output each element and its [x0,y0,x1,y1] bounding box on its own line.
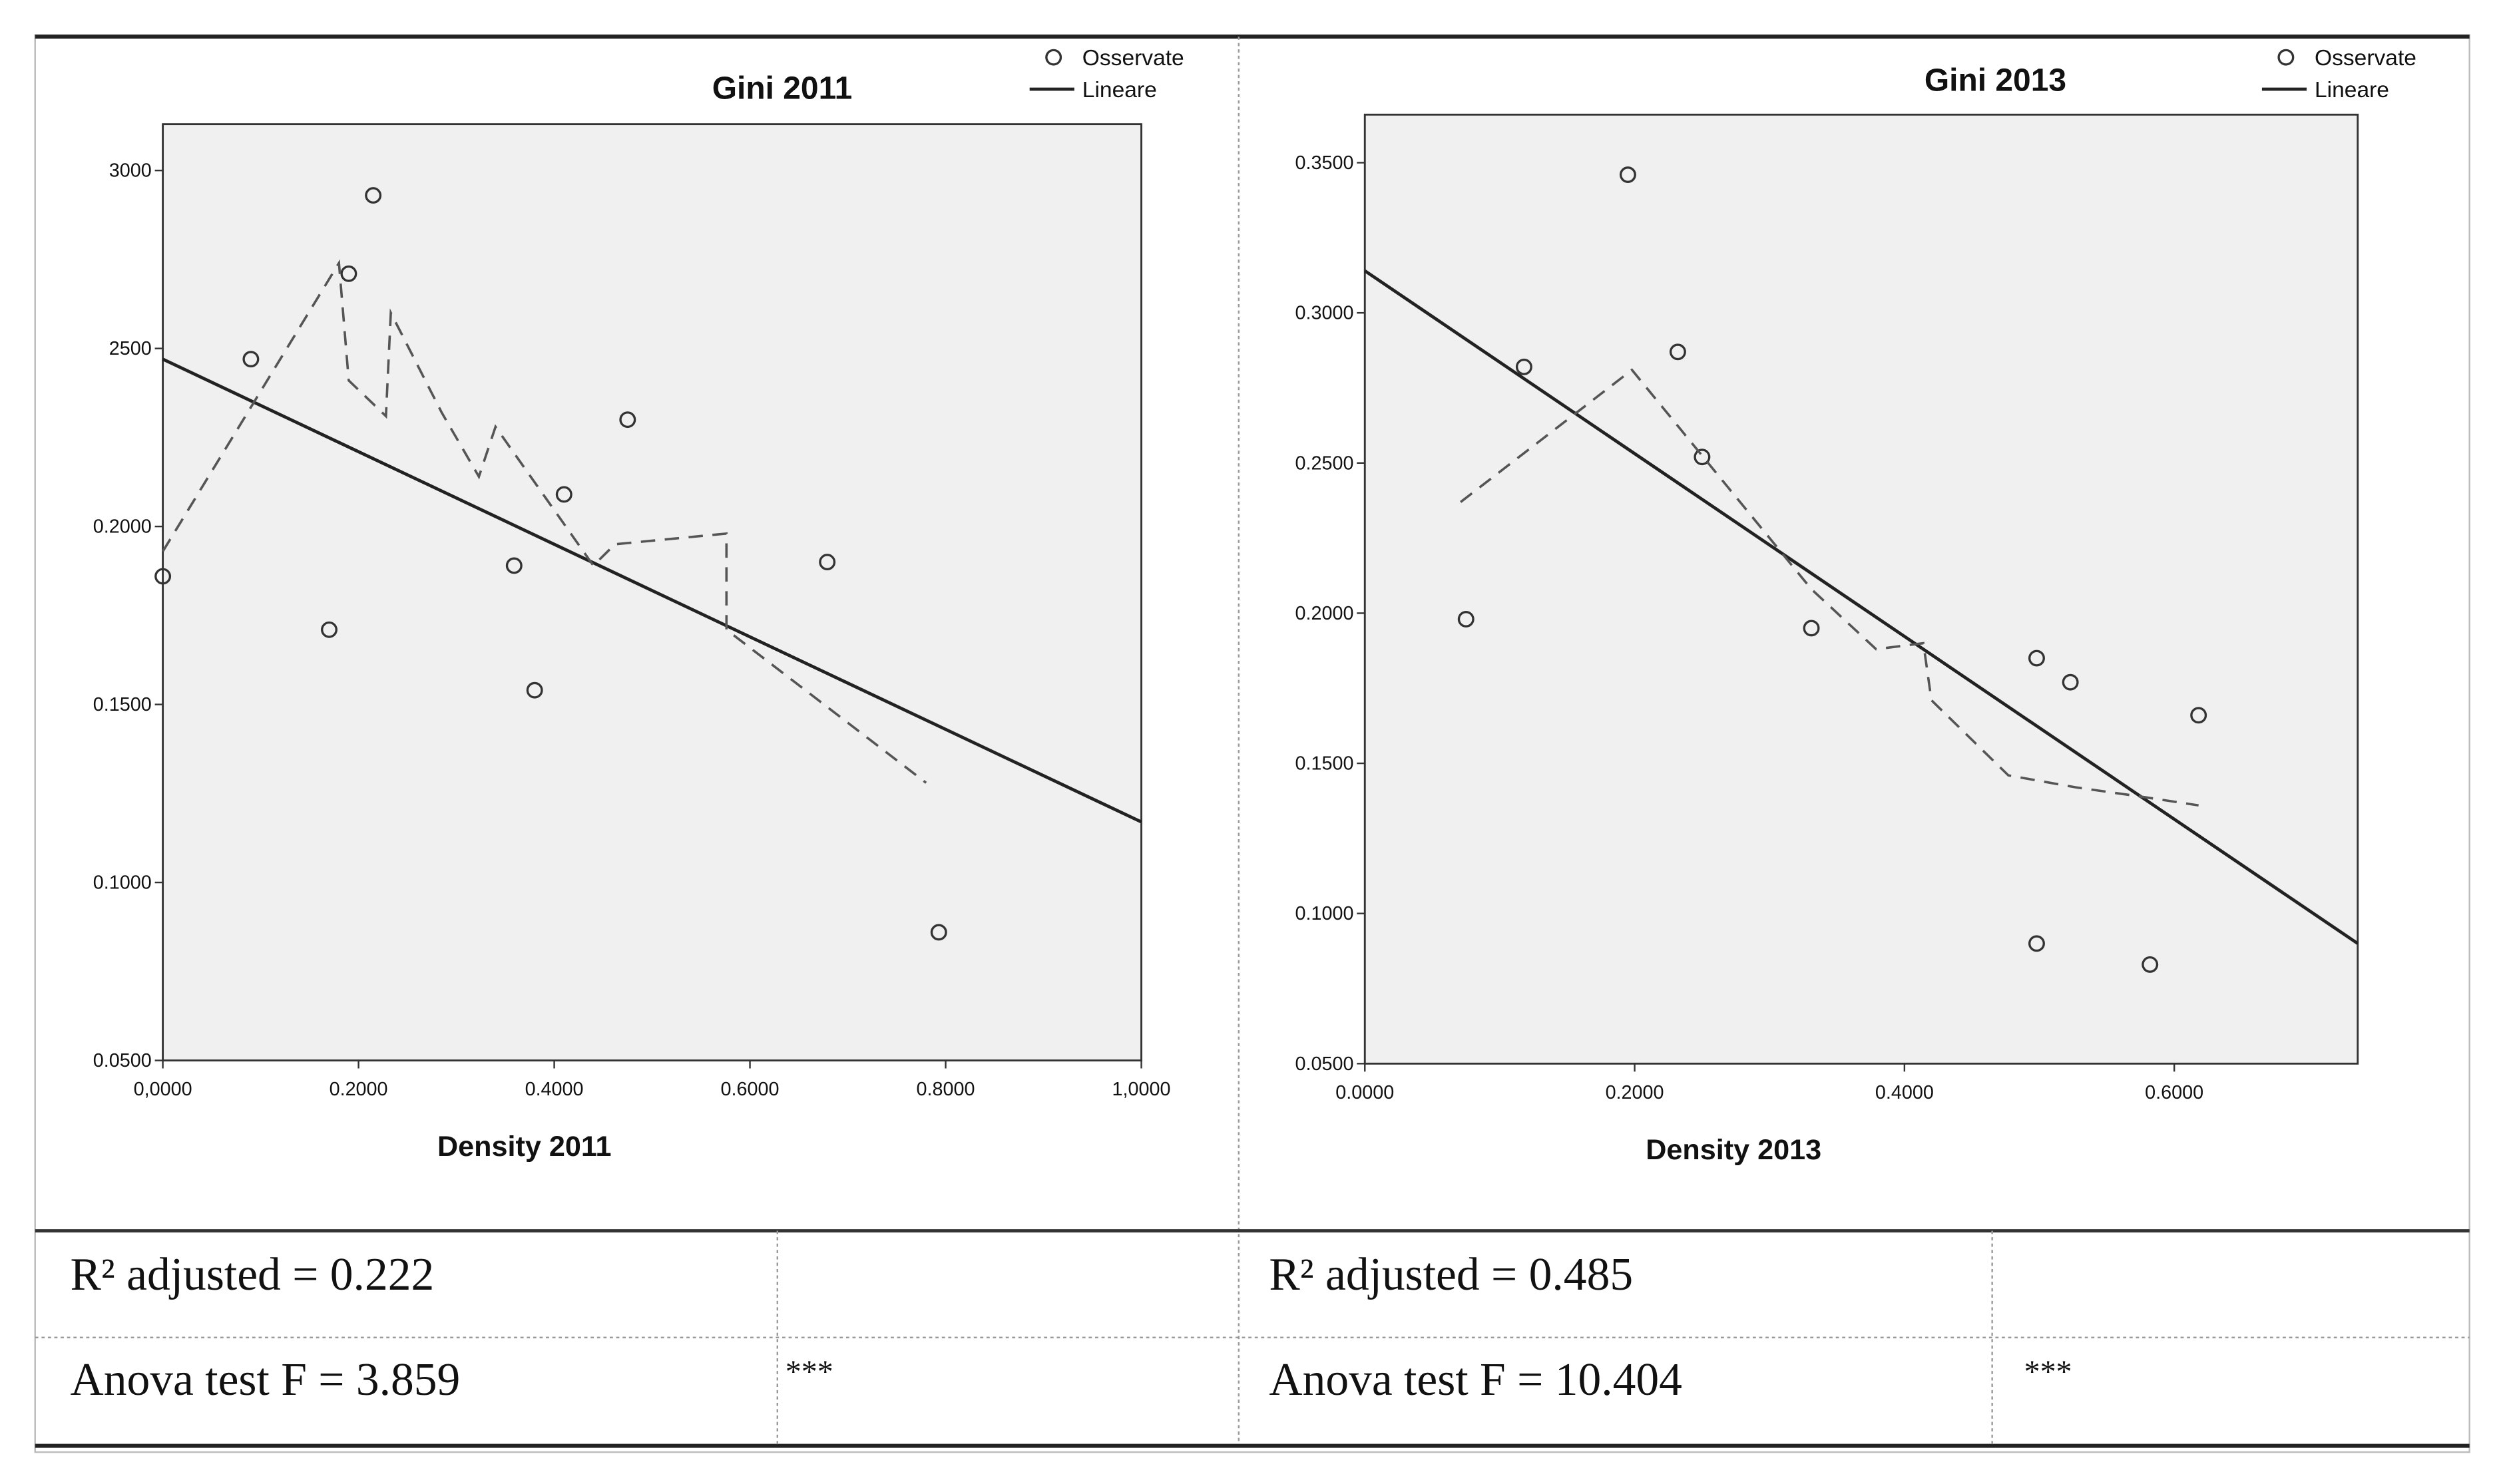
data-point [2142,956,2159,973]
x-tick-label: 0.8000 [917,1079,975,1100]
fit-line [1363,269,2359,945]
data-point [930,924,947,941]
y-tick-label: 3000 [109,160,152,182]
loess-line [162,259,927,784]
legend-label: Osservate [1082,46,1184,71]
data-point [526,681,543,699]
data-point [1515,358,1532,375]
y-tick-label: 0.2000 [93,516,152,538]
chart-title: Gini 2013 [1925,63,2066,98]
r2-text: R² adjusted = 0.222 [71,1249,435,1300]
data-point [619,411,636,429]
legend-label: Osservate [2315,46,2416,71]
x-tick-label: 0.6000 [2145,1082,2203,1103]
data-point [1619,166,1636,183]
plot-area [1363,113,2359,1065]
y-tick-label: 0.1500 [1295,753,1353,775]
y-tick-label: 0.1500 [93,694,152,715]
y-tick-label: 0.2000 [1295,603,1353,624]
data-point [2190,707,2207,724]
r2-text: R² adjusted = 0.485 [1269,1249,1633,1300]
data-point [321,621,338,638]
y-tick-label: 0.0500 [93,1050,152,1071]
y-tick-label: 0.3500 [1295,152,1353,174]
x-tick-label: 0.2000 [1606,1082,1664,1103]
x-tick-label: 0.6000 [721,1079,780,1100]
x-tick-label: 0.4000 [525,1079,584,1100]
y-tick-label: 2500 [109,338,152,359]
y-tick-label: 0.2500 [1295,453,1353,474]
data-point [2028,649,2045,667]
significance: *** [786,1354,833,1390]
x-tick-label: 0,0000 [134,1079,192,1100]
legend-symbol [1045,49,1062,66]
data-point [1803,620,1820,637]
plot-area [162,123,1142,1061]
significance: *** [2024,1354,2072,1390]
x-tick-label: 0.4000 [1875,1082,1934,1103]
data-point [505,557,523,574]
data-point [555,486,572,503]
x-axis-title: Density 2013 [1646,1134,1821,1166]
data-point [242,351,260,368]
data-point [154,568,172,585]
y-tick-label: 0.1000 [1295,903,1353,924]
data-point [819,554,836,571]
data-point [1457,610,1475,628]
x-tick-label: 0.2000 [330,1079,388,1100]
fit-line [162,357,1142,824]
legend-symbol [2277,49,2295,66]
data-point [2062,673,2079,691]
legend-label: Lineare [2315,78,2389,102]
y-tick-label: 0.0500 [1295,1053,1353,1075]
y-tick-label: 0.3000 [1295,303,1353,324]
y-tick-label: 0.1000 [93,872,152,894]
data-point [340,265,357,282]
anova-text: Anova test F = 10.404 [1269,1354,1682,1405]
chart-title: Gini 2011 [712,71,853,106]
data-point [1669,343,1686,361]
x-tick-label: 1,0000 [1112,1079,1171,1100]
anova-text: Anova test F = 3.859 [71,1354,461,1405]
x-tick-label: 0.0000 [1335,1082,1394,1103]
legend-label: Lineare [1082,78,1157,102]
x-axis-title: Density 2011 [437,1131,612,1163]
data-point [365,187,382,204]
data-point [1694,449,1711,466]
data-point [2028,935,2045,952]
